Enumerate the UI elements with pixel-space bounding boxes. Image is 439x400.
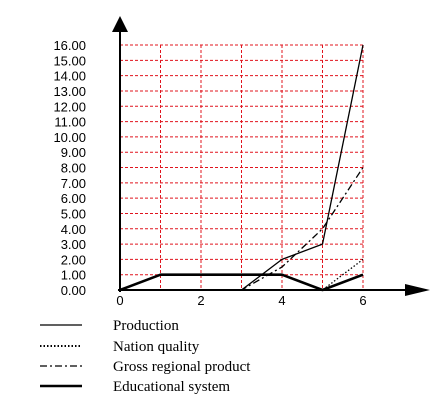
y-tick-label: 7.00 (61, 176, 86, 191)
x-tick-label: 0 (116, 293, 123, 308)
y-tick-label: 15.00 (53, 53, 86, 68)
y-tick-label: 3.00 (61, 237, 86, 252)
y-tick-label: 4.00 (61, 222, 86, 237)
y-axis-arrow (112, 16, 128, 32)
legend-label-educational-system: Educational system (113, 379, 230, 395)
y-tick-label: 5.00 (61, 206, 86, 221)
axes (112, 16, 430, 296)
y-tick-label: 6.00 (61, 191, 86, 206)
y-tick-label: 16.00 (53, 38, 86, 53)
series-line-gross-regional-product (120, 167, 364, 291)
x-axis-arrow (405, 284, 430, 296)
series-lines (119, 44, 364, 292)
legend-label-nation-quality: Nation quality (113, 339, 200, 355)
x-tick-label: 6 (359, 293, 366, 308)
legend-label-gross-regional-product: Gross regional product (113, 359, 251, 375)
legend: Production Nation quality Gross regional p… (40, 318, 251, 395)
y-tick-label: 13.00 (53, 84, 86, 99)
y-tick-label: 9.00 (61, 145, 86, 160)
y-tick-label: 11.00 (54, 115, 86, 130)
y-tick-label: 0.00 (61, 283, 86, 298)
y-tick-label: 10.00 (53, 130, 86, 145)
y-tick-label: 1.00 (61, 268, 86, 283)
y-tick-label: 12.00 (53, 99, 86, 114)
x-tick-label: 4 (278, 293, 285, 308)
grid-lines (120, 44, 364, 290)
y-tick-label: 14.00 (53, 69, 86, 84)
y-axis-tick-labels: 0.001.002.003.004.005.006.007.008.009.00… (53, 38, 86, 298)
x-axis-tick-labels: 0 2 4 6 (116, 293, 366, 308)
y-tick-label: 2.00 (61, 252, 86, 267)
y-tick-label: 8.00 (61, 161, 86, 176)
x-tick-label: 2 (197, 293, 204, 308)
series-line-educational-system (119, 273, 364, 292)
legend-label-production: Production (113, 318, 179, 334)
